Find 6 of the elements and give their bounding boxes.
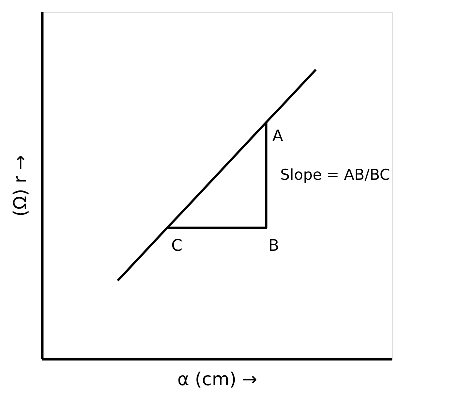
annotation: A — [272, 126, 284, 146]
y-axis-title: (Ω) r → — [10, 155, 32, 217]
annotation: Slope = AB/BC — [280, 166, 390, 184]
annotation: C — [171, 236, 183, 256]
annotation: B — [268, 236, 280, 256]
x-axis-title: α (cm) → — [178, 370, 258, 390]
